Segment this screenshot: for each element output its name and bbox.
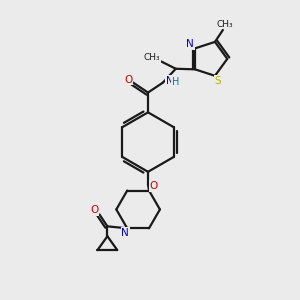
Text: H: H: [172, 76, 179, 87]
Text: N: N: [166, 76, 174, 85]
Text: O: O: [124, 75, 132, 85]
Text: O: O: [90, 206, 99, 215]
Text: O: O: [150, 181, 158, 191]
Text: S: S: [214, 76, 221, 86]
Text: N: N: [186, 39, 194, 50]
Text: N: N: [122, 228, 129, 238]
Text: CH₃: CH₃: [217, 20, 233, 28]
Text: CH₃: CH₃: [144, 53, 160, 62]
